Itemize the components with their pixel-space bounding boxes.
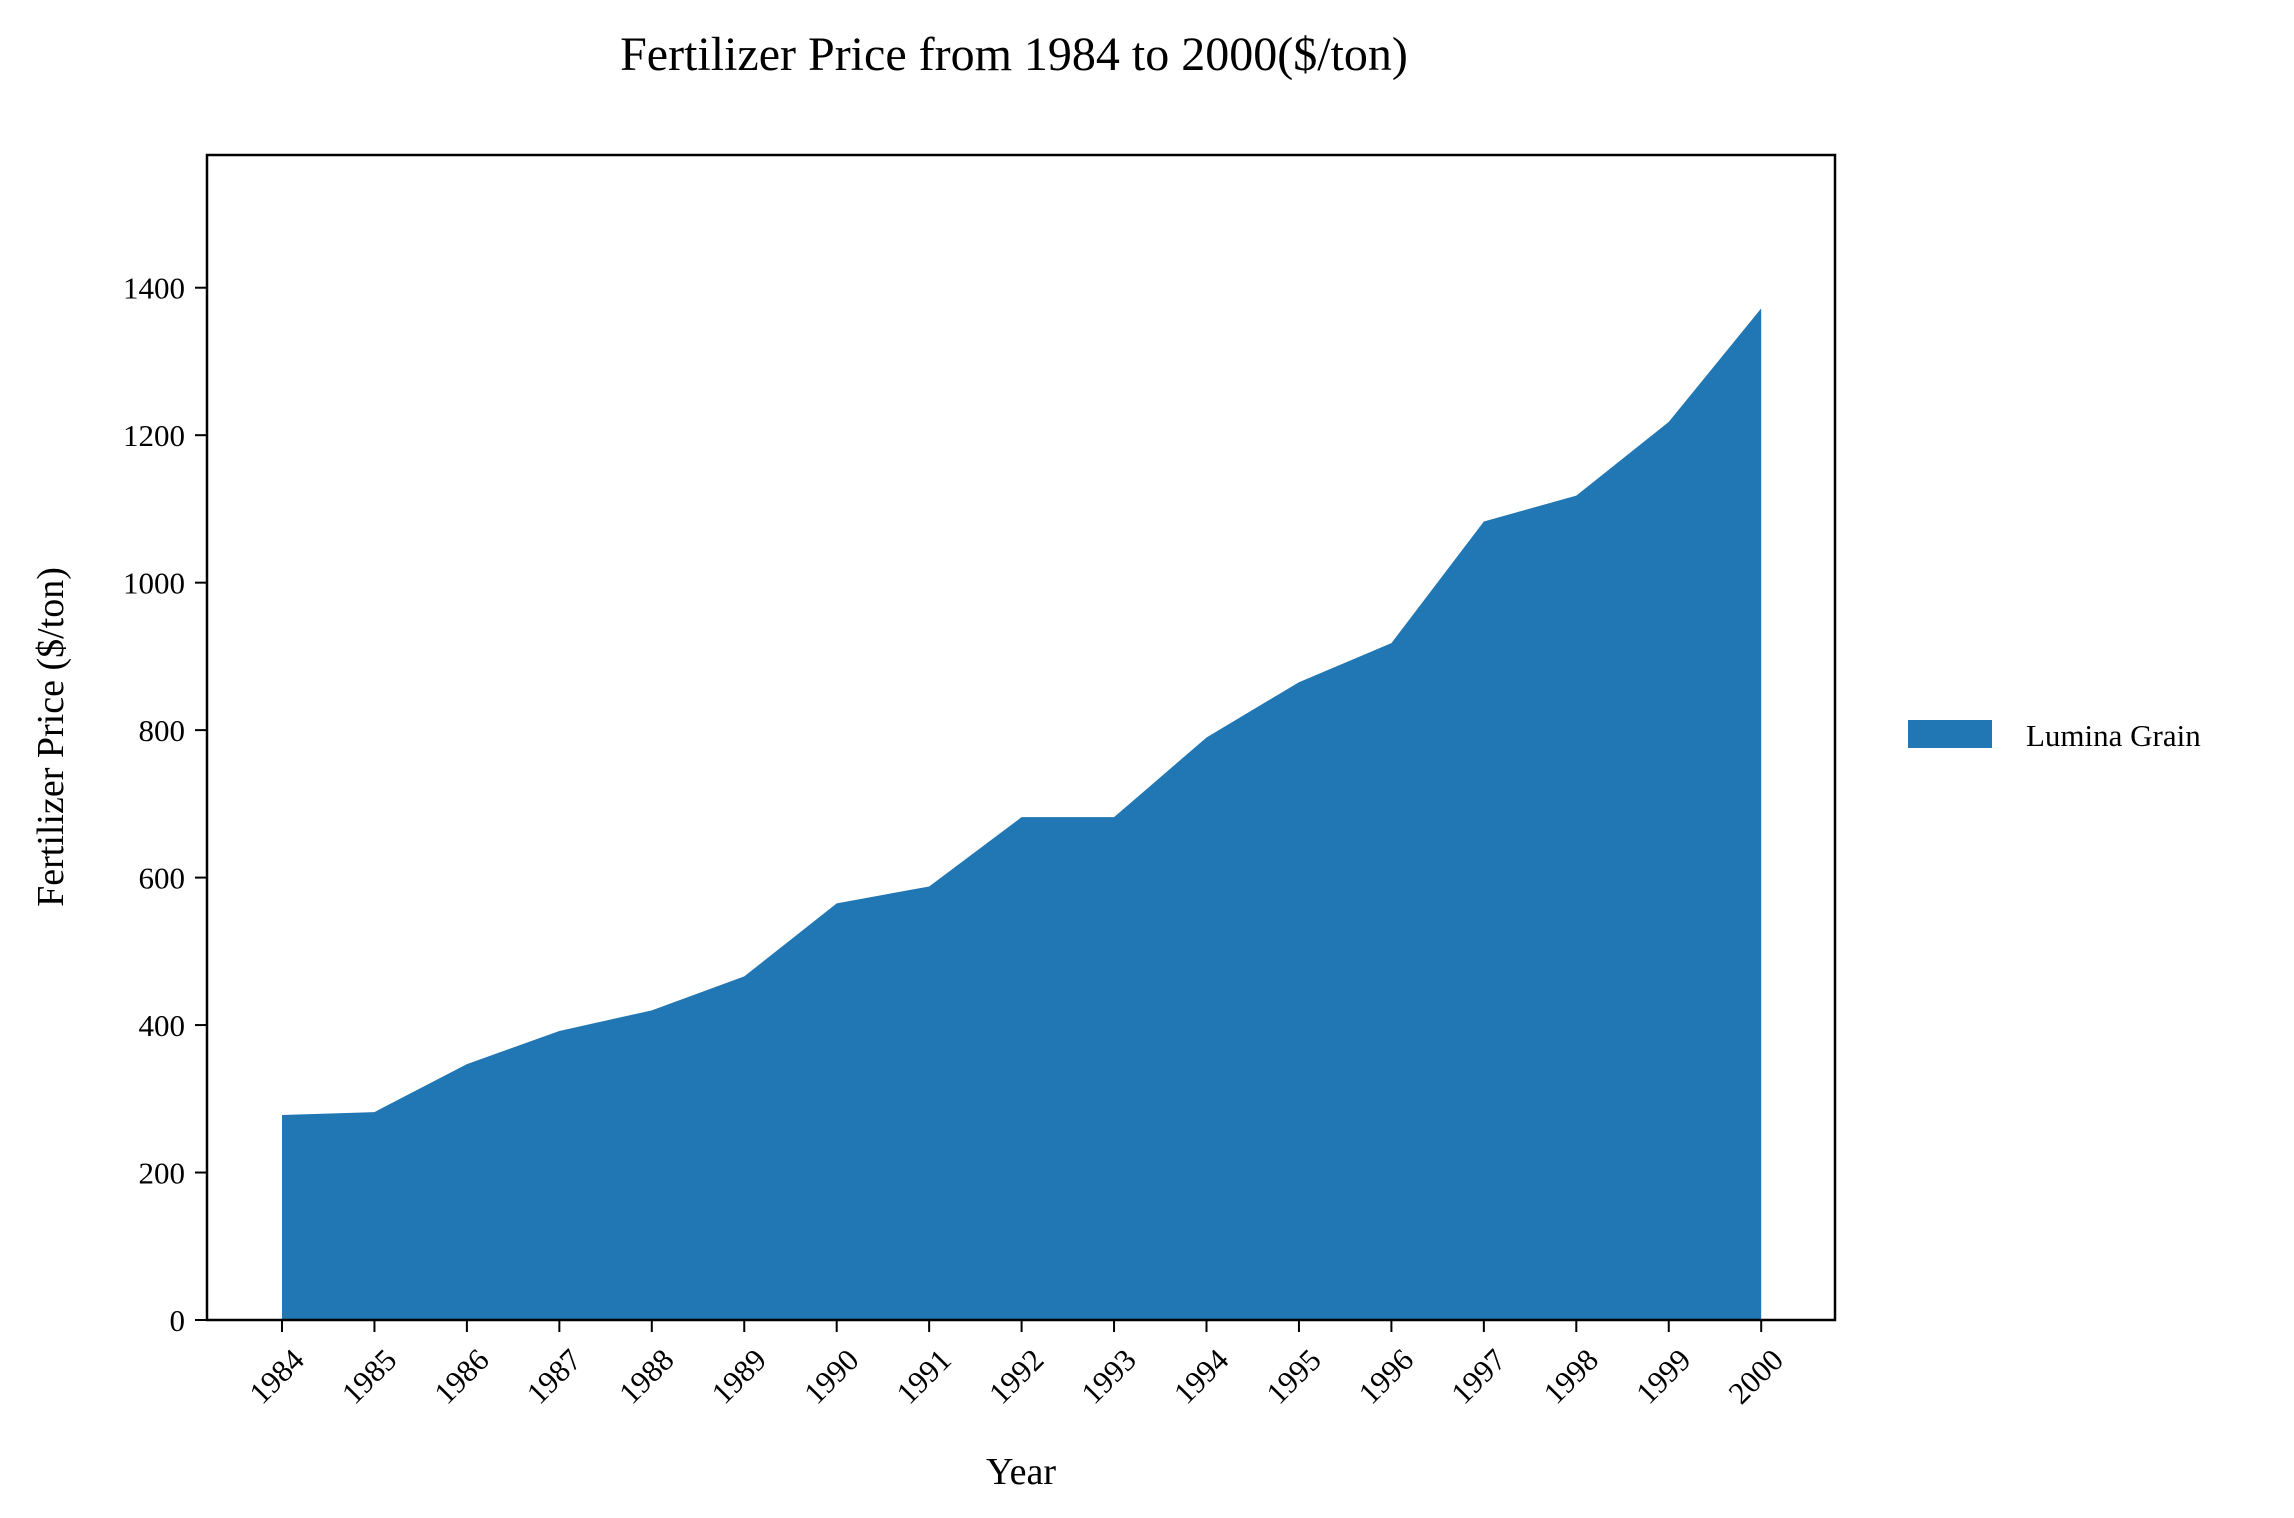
x-tick-label-1994: 1994 [1167, 1342, 1236, 1411]
y-tick-label-1400: 1400 [123, 271, 185, 306]
x-tick-label-1987: 1987 [520, 1342, 589, 1411]
x-tick-label-1992: 1992 [982, 1342, 1051, 1411]
x-axis: 1984 1985 1986 1987 1988 1989 1990 1991 1992 1993… [242, 1320, 1790, 1411]
legend-swatch [1908, 720, 1992, 748]
x-tick-label-1989: 1989 [704, 1342, 773, 1411]
x-axis-label: Year [986, 1451, 1056, 1493]
x-tick-label-1998: 1998 [1537, 1342, 1606, 1411]
y-tick-label-600: 600 [139, 861, 186, 896]
x-tick-label-2000: 2000 [1721, 1342, 1790, 1411]
y-axis-label: Fertilizer Price ($/ton) [30, 567, 72, 907]
y-tick-label-1200: 1200 [123, 418, 185, 453]
area-layer [282, 308, 1762, 1321]
y-tick-label-1000: 1000 [123, 566, 185, 601]
x-tick-label-1995: 1995 [1259, 1342, 1328, 1411]
x-tick-label-1991: 1991 [889, 1342, 958, 1411]
y-tick-label-200: 200 [139, 1156, 186, 1191]
x-tick-label-1999: 1999 [1629, 1342, 1698, 1411]
y-tick-label-800: 800 [139, 713, 186, 748]
x-tick-label-1997: 1997 [1444, 1342, 1513, 1411]
x-tick-label-1990: 1990 [797, 1342, 866, 1411]
x-tick-label-1984: 1984 [242, 1342, 311, 1411]
x-tick-label-1985: 1985 [335, 1342, 404, 1411]
x-tick-label-1993: 1993 [1074, 1342, 1143, 1411]
x-tick-label-1988: 1988 [612, 1342, 681, 1411]
x-tick-label-1986: 1986 [427, 1342, 496, 1411]
legend: Lumina Grain [1908, 718, 2201, 753]
area-series-lumina-grain [282, 308, 1762, 1321]
y-tick-label-0: 0 [170, 1303, 186, 1338]
y-axis: 0 200 400 600 800 1000 1200 1400 [123, 271, 207, 1338]
chart-title: Fertilizer Price from 1984 to 2000($/ton… [620, 28, 1408, 81]
x-tick-label-1996: 1996 [1352, 1342, 1421, 1411]
y-tick-label-400: 400 [139, 1008, 186, 1043]
legend-label-lumina-grain: Lumina Grain [2026, 718, 2201, 753]
